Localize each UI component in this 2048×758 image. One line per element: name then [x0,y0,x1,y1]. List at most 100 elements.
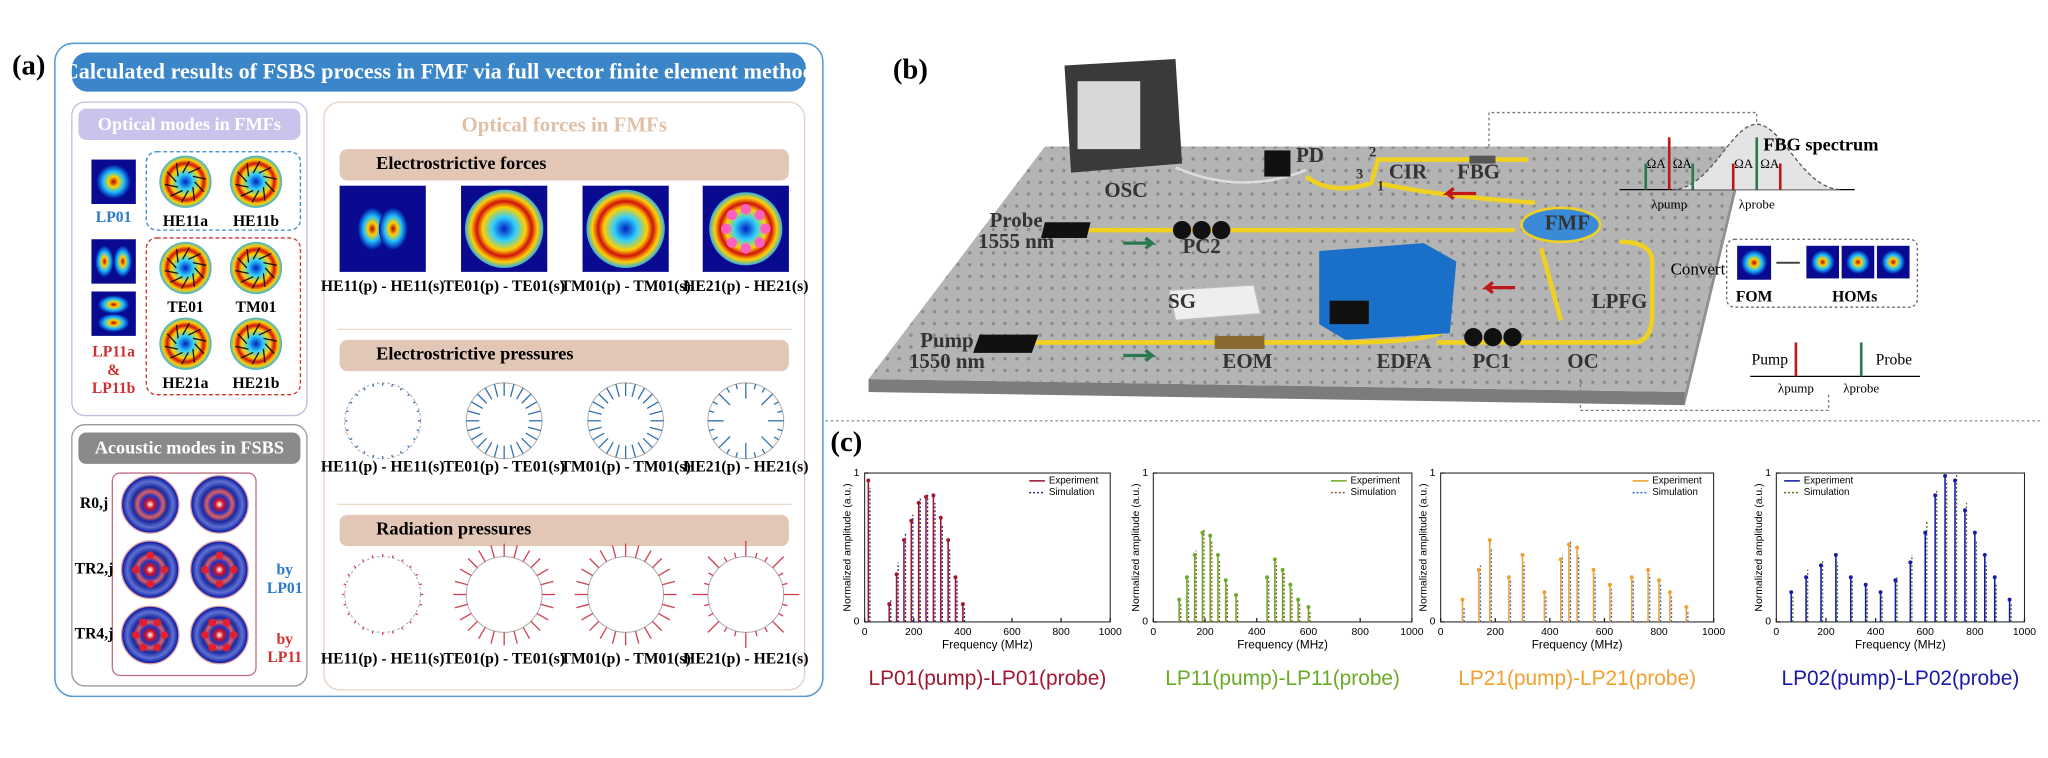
pressure-arrow [415,573,419,577]
field-arrow [175,324,179,339]
pressure-arrow [723,626,728,633]
pressure-arrow [467,410,481,416]
experiment-marker [1216,552,1220,557]
pressure-arrow [598,437,609,449]
legend-label: Experiment [1351,475,1401,486]
pressure-arrow [347,612,351,616]
pressure-arrow [363,451,366,454]
acoustic-row-label: TR4,j [75,626,114,643]
pressure-arrow [611,630,617,644]
field-arrow [188,166,201,174]
setup-label: PD [1296,143,1324,167]
experiment-marker [1288,582,1293,587]
pressure-arrow [416,429,420,432]
acoustic-lobe [131,631,140,639]
experiment-marker [1566,542,1571,547]
experiment-marker [901,538,906,543]
edfa [1319,243,1457,340]
pressure-arrow [372,384,375,387]
pressure-arrow [615,384,620,397]
inset-label: λprobe [1843,380,1879,395]
field-arrow [263,261,277,266]
lp11-label: & [107,362,120,379]
acoustic-mode [120,605,180,665]
pressure-arrow [371,630,374,634]
pressure-arrow [735,384,738,390]
mode-label: HE21a [162,375,208,392]
subsection-bar [339,339,789,372]
experiment-marker [2007,597,2012,602]
experiment-marker [1272,557,1277,562]
pressure-arrow [521,437,532,449]
pressure-arrow [527,426,541,432]
experiment-marker [916,500,921,505]
pressure-arrow [778,572,784,577]
field-arrow [246,249,250,263]
panel-title: Calculated results of FSBS process in FM… [63,58,816,83]
plot-frame [1775,472,2026,623]
y-axis-label: Normalized amplitude (a.u.) [1131,483,1142,611]
pressure-arrow [734,552,737,559]
acoustic-row-label: TR2,j [75,560,114,577]
section-header: Optical forces in FMFs [462,113,667,137]
pressure-arrow [773,436,779,441]
pressure-arrow [761,448,766,454]
y-tick-label: 1 [854,468,860,479]
setup-label: 1550 nm [909,349,986,373]
force-lobe [720,223,732,235]
pressure-arrow [361,626,365,630]
pressure-arrow [353,620,357,624]
pressure-arrow [644,626,652,639]
pressure-arrow [467,558,478,569]
pressure-arrow [536,568,549,577]
by-label: by [276,562,293,579]
pressure-arrow [658,568,671,577]
field-arrow [262,349,266,363]
force-lobe [740,203,752,215]
legend-label: Simulation [1351,487,1397,498]
pressure-arrow [540,580,554,586]
pressure-arrow [399,451,403,454]
field-arrow [235,270,249,274]
pressure-arrow [712,401,718,406]
setup-label: FMF [1545,211,1590,235]
force-label: TM01(p) - TM01(s) [561,458,691,475]
acoustic-lobe [201,565,209,574]
acoustic-lobe [229,565,238,574]
by-label: LP11 [267,649,302,666]
x-axis-label: Frequency (MHz) [1237,639,1328,652]
pressure-arrow [490,630,495,644]
polarization-controller [1212,220,1231,240]
experiment-marker [1789,590,1794,595]
pressure-arrow [754,552,758,559]
force-lobe [760,223,771,235]
y-tick-label: 0 [1142,617,1148,628]
inset-label: Probe [1876,351,1913,368]
pressure-arrow [471,432,483,441]
experiment-marker [887,602,892,607]
field-arrow [252,322,261,336]
pressure-arrow [753,384,757,390]
probe-laser [1040,222,1091,238]
mode-lobe [378,207,408,250]
x-tick-label: 800 [1966,627,1984,638]
field-arrow [170,189,183,197]
setup-label: PC1 [1472,349,1510,373]
acoustic-lobe [160,631,169,639]
pressure-arrow [651,620,663,631]
x-tick-label: 0 [1150,627,1156,638]
acoustic-lobe [153,643,162,652]
pressure-arrow [606,387,614,400]
acoustic-mode [190,540,249,600]
x-tick-label: 200 [1196,627,1214,638]
direction-arrow [1123,348,1157,362]
force-image-ring [709,192,783,266]
field-arrow [170,351,183,359]
pressure-arrow [527,410,541,416]
pressure-arrow [649,426,663,432]
pressure-arrow [598,393,609,404]
acoustic-mode [120,475,180,534]
pressure-arrow [401,626,404,630]
pressure-arrow [708,612,714,617]
